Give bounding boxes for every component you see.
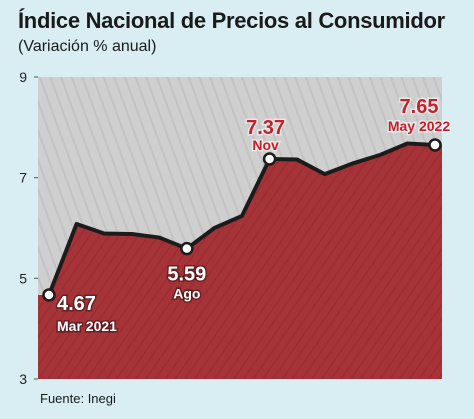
annotation-label: Nov [252,137,279,153]
annotation-value: 7.65 [400,96,439,118]
data-point [378,153,382,157]
data-point [157,236,161,240]
annotation-value: 5.59 [167,264,206,286]
data-point [130,232,134,236]
annotation-label: Mar 2021 [57,318,117,334]
data-point [350,162,354,166]
data-point [102,232,106,236]
y-tick-label: 5 [19,270,27,286]
data-point [212,226,216,230]
data-point [75,222,79,226]
data-point [295,158,299,162]
data-point-highlight [180,241,194,256]
data-point [405,141,409,145]
annotation-label: Ago [173,286,200,302]
data-point-highlight [262,152,277,166]
chart-subtitle: (Variación % anual) [18,38,157,55]
data-point-highlight [42,288,56,302]
y-tick-label: 3 [19,371,27,387]
y-tick-label: 7 [19,170,27,186]
source-note: Fuente: Inegi [40,391,116,406]
data-point-highlight [428,138,442,152]
data-point [323,172,327,176]
annotation-value: 4.67 [57,293,96,315]
data-point [240,214,244,218]
annotation-value: 7.37 [246,117,285,139]
y-tick-label: 9 [19,69,27,85]
area-texture [38,143,442,379]
annotation-label: May 2022 [388,118,450,134]
chart-title: Índice Nacional de Precios al Consumidor [18,8,445,33]
